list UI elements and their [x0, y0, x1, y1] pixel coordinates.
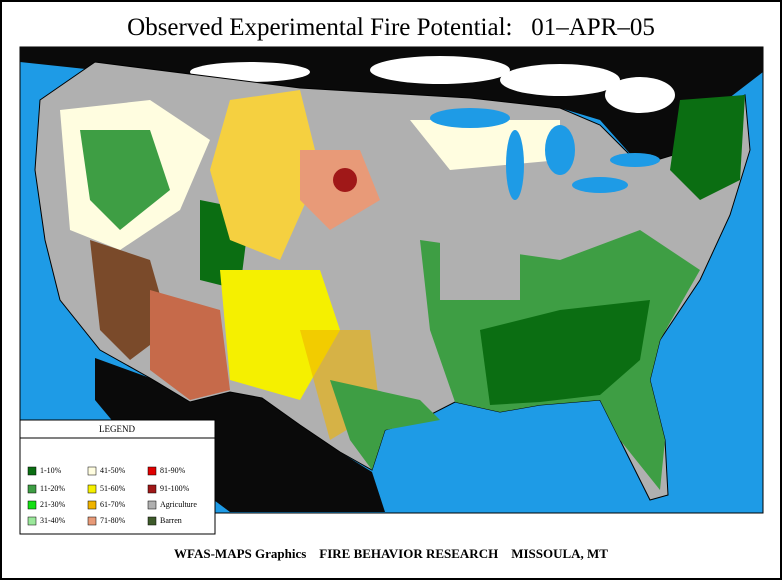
legend-label: 51-60%	[100, 484, 126, 493]
legend-items: 1-10% 11-20% 21-30% 31-40% 41-50% 51-60% 61-70…	[27, 466, 197, 526]
legend-label: 81-90%	[160, 466, 186, 475]
mexico	[95, 358, 385, 512]
legend-label: 1-10%	[40, 466, 62, 475]
legend-title: LEGEND	[99, 424, 135, 434]
canada-snow	[190, 56, 675, 113]
legend-swatch	[87, 516, 97, 526]
legend-swatch	[87, 500, 97, 510]
legend-swatch	[27, 466, 37, 476]
fire-potential-areas	[60, 90, 745, 490]
legend-swatch	[147, 516, 157, 526]
legend-label: 11-20%	[40, 484, 65, 493]
legend-label: 21-30%	[40, 500, 66, 509]
legend-label: Barren	[160, 516, 182, 525]
legend-swatch	[27, 500, 37, 510]
legend-label: 41-50%	[100, 466, 126, 475]
legend-swatch	[27, 484, 37, 494]
legend-swatch	[147, 500, 157, 510]
great-lakes	[430, 108, 660, 200]
legend-swatch	[147, 484, 157, 494]
legend-box	[19, 419, 216, 535]
legend-label: 91-100%	[160, 484, 190, 493]
legend-swatch	[27, 516, 37, 526]
legend-swatch	[147, 466, 157, 476]
legend-swatch	[87, 466, 97, 476]
footer: WFAS-MAPS Graphics FIRE BEHAVIOR RESEARC…	[174, 546, 608, 561]
legend-label: 61-70%	[100, 500, 126, 509]
legend-label: Agriculture	[160, 500, 197, 509]
legend-swatch	[87, 484, 97, 494]
legend-label: 31-40%	[40, 516, 66, 525]
map-title: Observed Experimental Fire Potential: 01…	[127, 14, 655, 41]
legend-label: 71-80%	[100, 516, 126, 525]
